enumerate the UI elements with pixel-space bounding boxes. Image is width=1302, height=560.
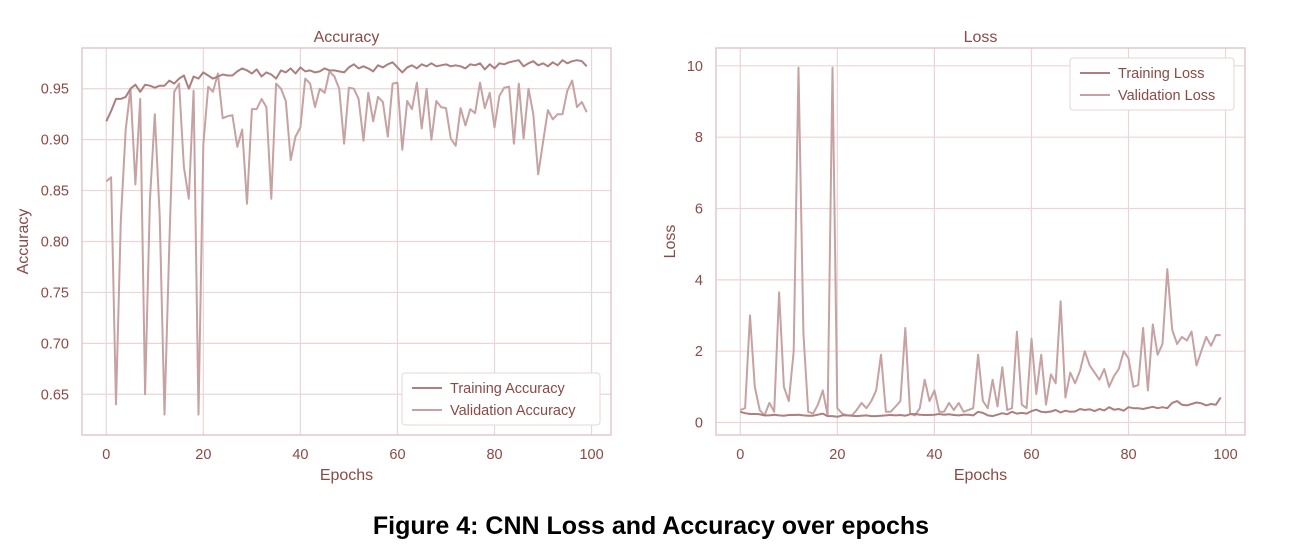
y-axis-label: Accuracy	[15, 209, 32, 275]
x-tick-label: 20	[195, 447, 211, 463]
y-tick-label: 4	[695, 273, 703, 289]
accuracy-chart: 0 20 40 60 80 100 0.65 0.70 0.75 0.80 0.85 0.90 0.95…	[15, 29, 612, 484]
x-tick-label: 100	[1213, 447, 1237, 463]
x-tick-label: 0	[736, 447, 744, 463]
y-tick-label: 2	[695, 344, 703, 360]
legend-label: Validation Loss	[1118, 88, 1215, 104]
chart-title: Accuracy	[314, 29, 380, 46]
training-series-line	[105, 59, 588, 122]
x-tick-label: 20	[829, 447, 845, 463]
plot-frame	[81, 47, 612, 436]
legend-label: Validation Accuracy	[450, 403, 576, 419]
chart-title: Loss	[964, 29, 998, 46]
legend-box	[401, 372, 601, 426]
x-tick-label: 60	[389, 447, 405, 463]
x-axis-label: Epochs	[320, 467, 373, 484]
y-tick-label: 0.75	[41, 285, 69, 301]
y-tick-label: 0.80	[41, 235, 69, 251]
y-tick-label: 8	[695, 130, 703, 146]
x-tick-label: 40	[926, 447, 942, 463]
y-tick-label: 0.90	[41, 133, 69, 149]
figure-caption: Figure 4: CNN Loss and Accuracy over epo…	[372, 512, 930, 540]
x-tick-label: 40	[292, 447, 308, 463]
x-tick-label: 100	[579, 447, 603, 463]
plot-frame	[715, 47, 1246, 436]
legend: Training Loss Validation Loss	[1069, 57, 1235, 111]
y-tick-label: 10	[687, 59, 703, 75]
x-axis-label: Epochs	[954, 467, 1007, 484]
x-tick-label: 80	[486, 447, 502, 463]
y-axis-label: Loss	[662, 225, 679, 259]
y-tick-label: 0.85	[41, 184, 69, 200]
y-tick-label: 0.70	[41, 336, 69, 352]
x-tick-label: 80	[1120, 447, 1136, 463]
x-tick-label: 60	[1023, 447, 1039, 463]
validation-series-line	[105, 70, 588, 416]
y-tick-label: 0.65	[41, 387, 69, 403]
legend-box	[1069, 57, 1235, 111]
y-tick-label: 0.95	[41, 82, 69, 98]
loss-chart: 0 20 40 60 80 100 0 2 4 6 8 10 Loss Epochs Loss Trainin…	[662, 29, 1246, 484]
validation-series-line	[739, 66, 1221, 417]
legend-label: Training Loss	[1118, 66, 1205, 82]
training-series-line	[740, 396, 1222, 418]
x-tick-label: 0	[102, 447, 110, 463]
y-tick-label: 0	[695, 416, 703, 432]
figure: 0 20 40 60 80 1000.650.700.750.800.850.900.95…	[15, 29, 1246, 484]
legend: Training Accuracy Validation Accuracy	[401, 372, 601, 426]
legend-label: Training Accuracy	[450, 381, 565, 397]
y-tick-label: 6	[695, 202, 703, 218]
